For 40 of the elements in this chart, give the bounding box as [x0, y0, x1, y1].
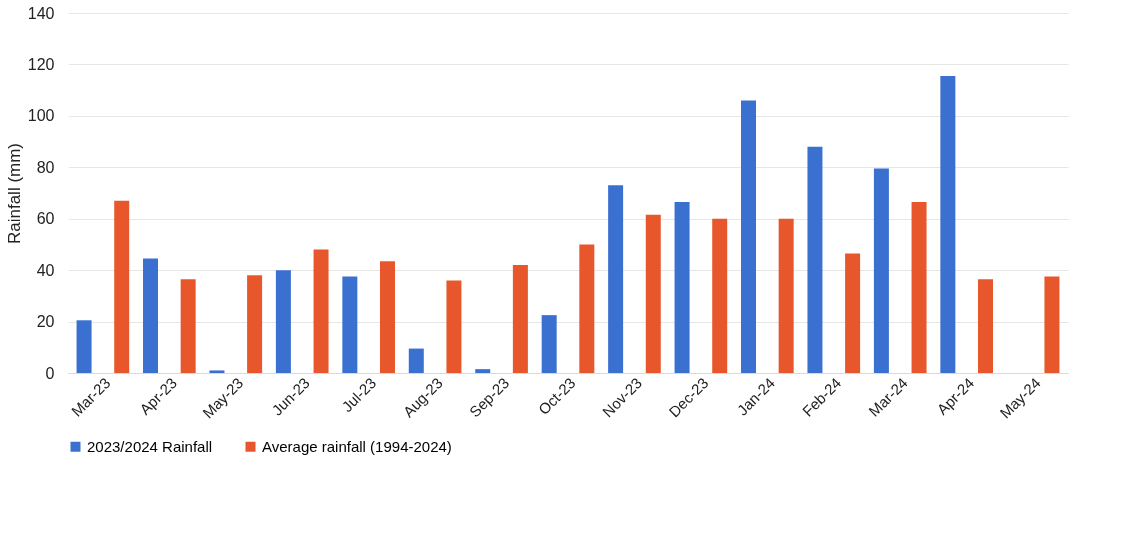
bar: [313, 249, 329, 373]
bar: [608, 185, 624, 373]
bar: [778, 218, 794, 373]
bar: [475, 369, 491, 373]
y-tick-label: 80: [36, 158, 55, 176]
bar: [674, 202, 690, 373]
y-tick-label: 20: [36, 313, 55, 331]
bar: [512, 265, 528, 373]
bar: [180, 279, 196, 373]
bar: [209, 370, 225, 373]
y-tick-label: 100: [27, 107, 55, 125]
bar: [379, 261, 395, 373]
bar: [143, 258, 158, 373]
bar: [446, 280, 462, 373]
bar: [873, 168, 889, 373]
bar: [247, 275, 263, 373]
y-axis-title: Rainfall (mm): [4, 142, 24, 245]
bar: [579, 244, 595, 373]
bar: [911, 202, 927, 373]
bar: [978, 279, 993, 373]
bar: [712, 218, 728, 373]
legend-label: Average rainfall (1994-2024): [262, 437, 452, 455]
y-tick-label: 60: [36, 210, 55, 228]
y-tick-label: 0: [45, 364, 55, 382]
legend-label: 2023/2024 Rainfall: [87, 437, 213, 455]
y-tick-label: 120: [27, 55, 55, 73]
bar: [342, 276, 358, 373]
bar: [408, 348, 424, 373]
bar: [741, 100, 757, 373]
bar: [275, 270, 291, 373]
bar: [845, 253, 861, 373]
bar: [541, 315, 557, 373]
bar: [1044, 276, 1060, 373]
bar: [114, 200, 130, 373]
y-tick-label: 40: [36, 261, 55, 279]
bar: [76, 320, 92, 373]
bar: [645, 214, 661, 373]
bar: [940, 76, 956, 373]
bar: [807, 146, 823, 373]
y-tick-label: 140: [27, 4, 55, 22]
